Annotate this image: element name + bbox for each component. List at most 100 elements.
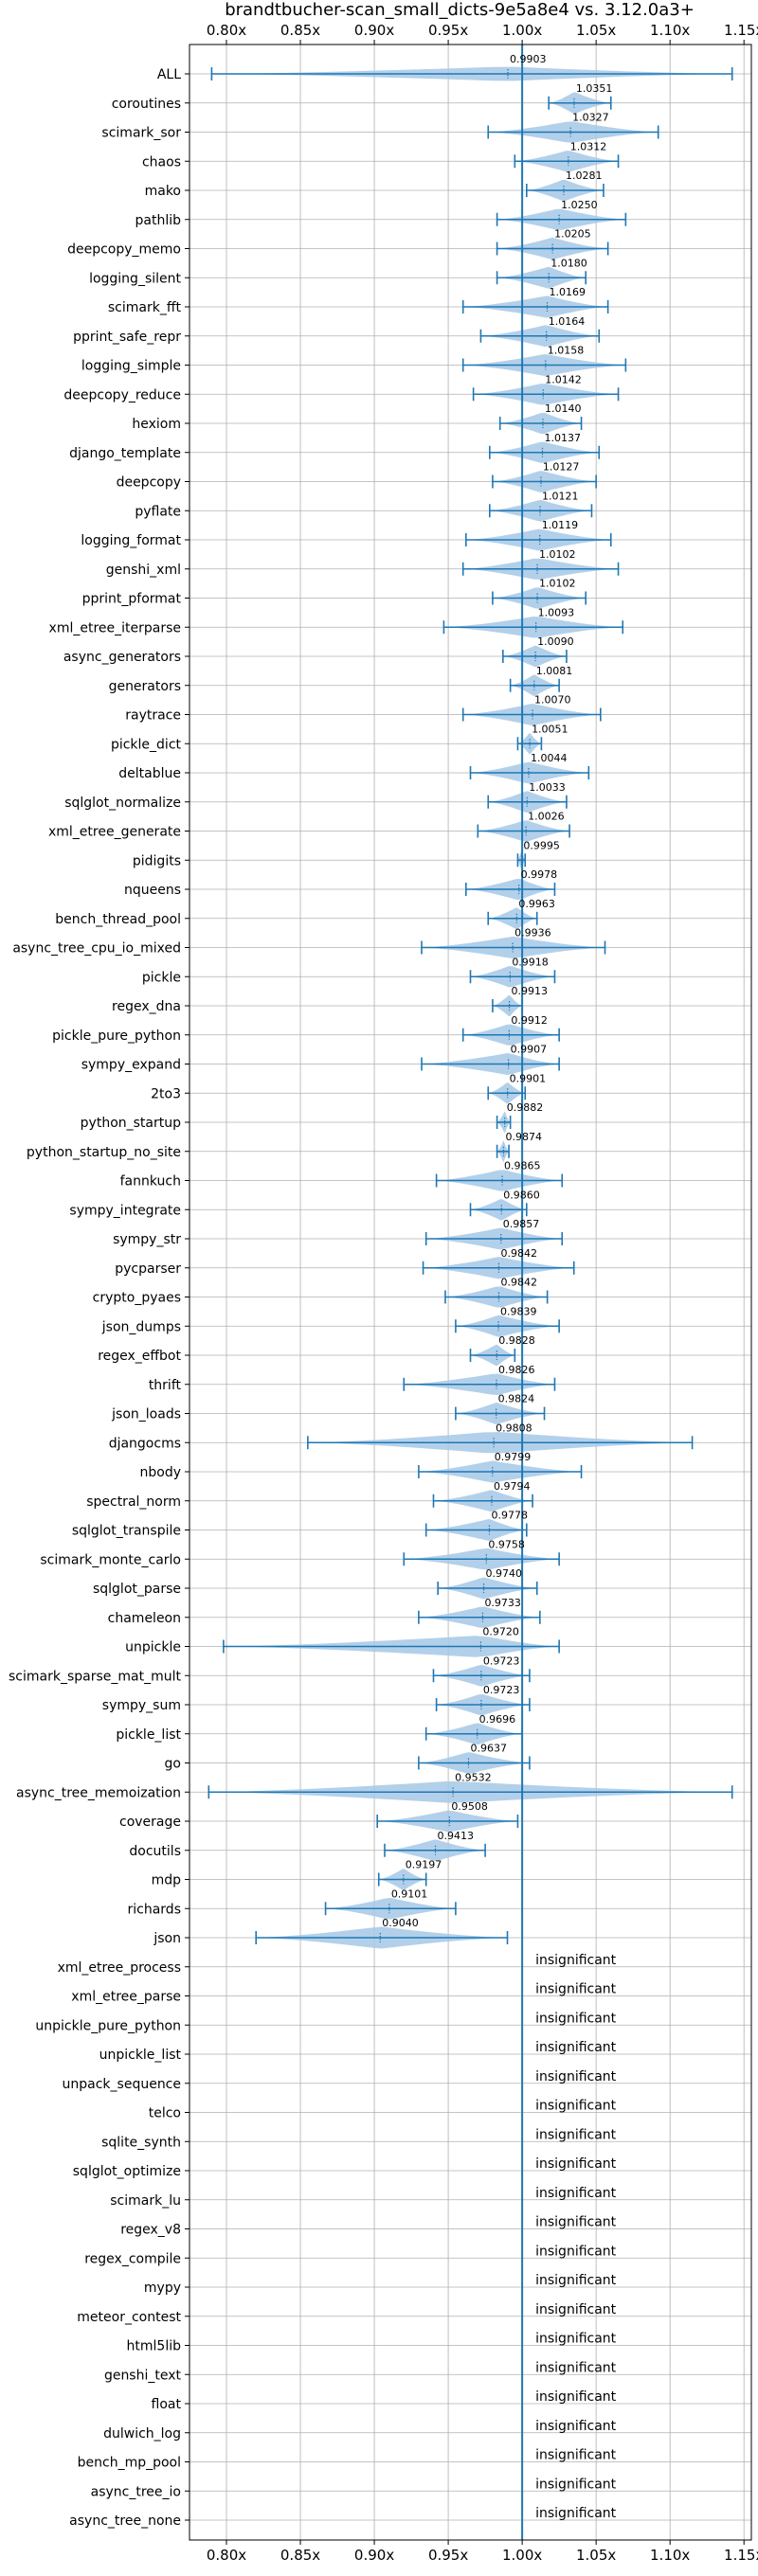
grid-layer: [190, 45, 751, 2540]
range-bar-layer: [208, 67, 733, 1944]
value-label: 0.9912: [511, 1014, 548, 1027]
benchmark-label: pycparser: [115, 1261, 181, 1277]
benchmark-label: logging_silent: [89, 271, 181, 286]
benchmark-label: genshi_text: [104, 2368, 182, 2383]
benchmark-label: sympy_sum: [102, 1698, 181, 1713]
value-label: 1.0093: [538, 606, 575, 618]
insignificant-label: insignificant: [535, 2332, 617, 2347]
benchmark-label: sqlite_synth: [101, 2135, 181, 2150]
x-tick-label-top: 1.10x: [650, 22, 690, 39]
benchmark-label: xml_etree_generate: [48, 825, 181, 840]
benchmark-label: chaos: [142, 154, 181, 170]
value-label: 1.0137: [544, 432, 581, 444]
benchmark-label: python_startup: [81, 1116, 181, 1131]
value-label: 1.0127: [543, 461, 580, 474]
value-label: 0.9865: [504, 1160, 541, 1172]
value-label: 1.0351: [576, 82, 613, 95]
benchmark-label: pprint_safe_repr: [73, 330, 181, 345]
value-label: 0.9808: [496, 1422, 532, 1434]
benchmark-label: sqlglot_parse: [93, 1582, 181, 1597]
benchmark-label: docutils: [129, 1844, 181, 1859]
benchmark-label: async_tree_cpu_io_mixed: [12, 941, 181, 957]
value-label: 0.9901: [510, 1072, 547, 1084]
benchmark-label: scimark_lu: [110, 2193, 181, 2209]
benchmark-label: hexiom: [132, 417, 181, 432]
benchmark-label: xml_etree_parse: [71, 1990, 181, 2005]
value-label: 0.9842: [500, 1247, 537, 1260]
benchmark-label: bench_mp_pool: [78, 2456, 181, 2471]
insignificant-label: insignificant: [535, 2215, 617, 2230]
value-label: 1.0169: [549, 286, 586, 298]
value-label: 1.0102: [539, 578, 576, 590]
benchmark-label: generators: [109, 679, 181, 694]
benchmark-label: scimark_monte_carlo: [40, 1552, 181, 1567]
plot-frame: [189, 44, 752, 2541]
value-label: 0.9794: [494, 1480, 531, 1493]
benchmark-label: logging_simple: [81, 359, 181, 374]
value-label: 0.9857: [503, 1218, 540, 1230]
value-label: 0.9101: [391, 1887, 428, 1900]
value-label: 0.9936: [514, 927, 551, 939]
value-label: 1.0121: [542, 490, 579, 502]
value-label: 0.9508: [451, 1800, 488, 1813]
benchmark-label: python_startup_no_site: [27, 1145, 181, 1160]
value-label: 0.9778: [491, 1510, 528, 1522]
insignificant-label: insignificant: [535, 2244, 617, 2259]
benchmark-label: django_template: [69, 446, 181, 461]
insignificant-label: insignificant: [535, 2506, 617, 2521]
benchmark-label: pickle: [142, 970, 181, 985]
x-tick-label-top: 1.05x: [576, 22, 616, 39]
benchmark-label: crypto_pyaes: [93, 1291, 181, 1306]
benchmark-label: nqueens: [124, 883, 181, 898]
value-label: 0.9799: [495, 1451, 532, 1463]
insignificant-label: insignificant: [535, 2069, 617, 2084]
value-label: 0.9740: [486, 1567, 523, 1580]
x-tick-label-top: 1.00x: [502, 22, 542, 39]
benchmark-label: pickle_dict: [111, 737, 182, 752]
benchmark-label: spectral_norm: [86, 1494, 181, 1510]
benchmark-label: unpickle: [125, 1640, 181, 1655]
benchmark-label: sqlglot_transpile: [72, 1524, 181, 1539]
value-label: 0.9828: [498, 1334, 535, 1347]
benchmark-label: coroutines: [112, 97, 181, 112]
benchmark-label: ALL: [157, 67, 181, 82]
value-label: 1.0033: [529, 781, 566, 794]
value-label: 1.0044: [531, 752, 568, 764]
chart-title: brandtbucher-scan_small_dicts-9e5a8e4 vs…: [225, 0, 695, 20]
value-label: 0.9882: [507, 1101, 544, 1114]
value-label: 1.0140: [545, 402, 582, 415]
benchmark-label: dulwich_log: [103, 2426, 181, 2442]
value-label: 0.9995: [523, 839, 560, 851]
benchmark-label: regex_v8: [120, 2223, 181, 2238]
benchmark-label: async_tree_memoization: [16, 1785, 181, 1800]
benchmark-label: sympy_expand: [81, 1058, 181, 1073]
benchmark-label: json_loads: [111, 1407, 181, 1422]
insignificant-label: insignificant: [535, 2448, 617, 2463]
benchmark-label: sympy_str: [113, 1232, 181, 1247]
tick-layer: 0.80x 0.80x 0.85x 0.85x 0.90x 0.90x 0.95x 0.95x…: [185, 22, 758, 2564]
value-label: 0.9758: [488, 1538, 525, 1550]
benchmark-label: json_dumps: [101, 1319, 181, 1334]
benchmark-label: deltablue: [118, 766, 181, 781]
benchmark-label: richards: [128, 1902, 182, 1917]
value-label: 1.0180: [550, 257, 587, 269]
value-label: 1.0102: [539, 548, 576, 561]
value-label: 0.9907: [511, 1044, 548, 1056]
value-label: 1.0158: [548, 345, 585, 357]
value-label: 0.9903: [510, 53, 547, 65]
value-label: 1.0250: [561, 199, 598, 211]
value-label: 0.9733: [484, 1597, 521, 1609]
benchmark-label: pathlib: [135, 213, 182, 228]
insignificant-label: insignificant: [535, 2360, 617, 2375]
value-label: 0.9723: [483, 1684, 520, 1696]
x-tick-label-bottom: 1.10x: [650, 2547, 690, 2564]
benchmark-label: logging_format: [81, 533, 181, 548]
value-label: 1.0312: [570, 140, 607, 152]
insignificant-label: insignificant: [535, 2302, 617, 2317]
benchmark-label: xml_etree_process: [58, 1960, 181, 1976]
insignificant-label: insignificant: [535, 2011, 617, 2026]
value-label: 0.9918: [512, 956, 549, 968]
benchmark-label: unpack_sequence: [63, 2077, 181, 2092]
